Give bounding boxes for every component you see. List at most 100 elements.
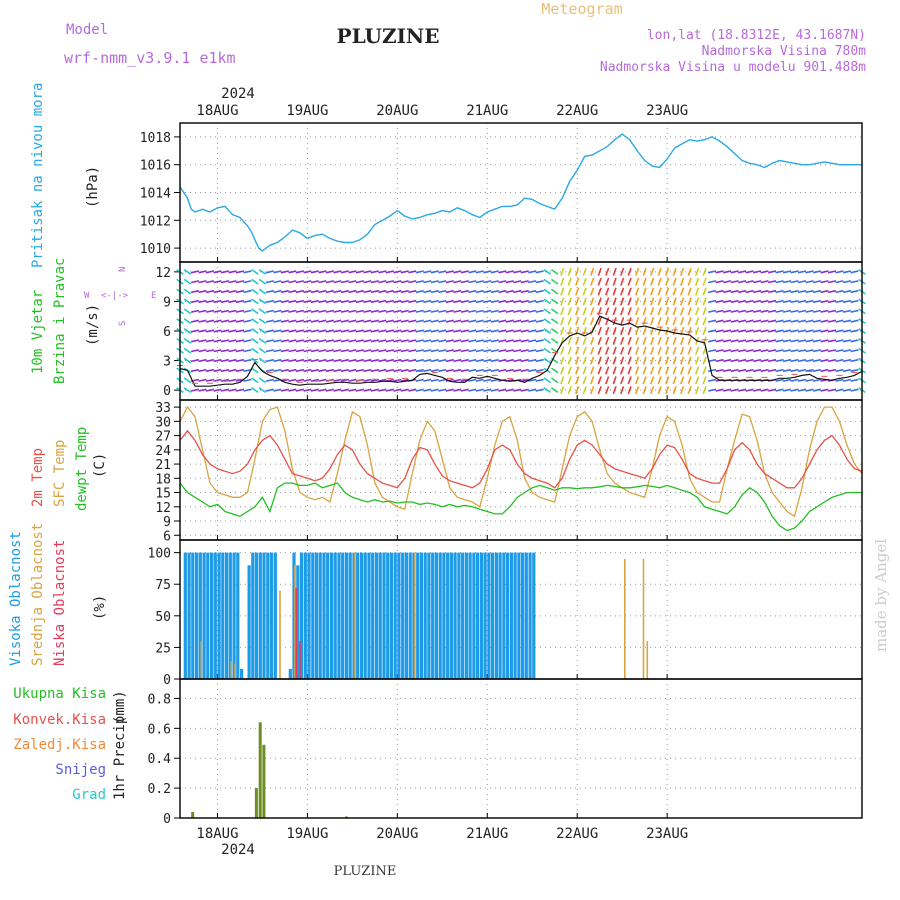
mid-cloud-bar xyxy=(646,641,649,679)
wind-arrow xyxy=(280,280,289,284)
wind-arrow xyxy=(483,309,492,313)
wind-arrow xyxy=(325,388,334,392)
wind-arrow xyxy=(400,368,409,373)
wind-arrow xyxy=(235,270,245,274)
wind-arrow xyxy=(385,349,394,353)
wind-arrow xyxy=(597,366,602,375)
wind-arrow xyxy=(650,317,655,326)
wind-arrow xyxy=(642,366,647,375)
wind-arrow xyxy=(393,319,402,323)
wind-arrow xyxy=(190,280,200,284)
wind-arrow xyxy=(723,319,732,323)
wind-arrow xyxy=(288,358,297,363)
wind-arrow xyxy=(745,289,754,294)
wind-arrow xyxy=(642,336,647,345)
wind-arrow xyxy=(415,319,424,323)
wind-arrow xyxy=(490,388,499,392)
wind-arrow xyxy=(805,349,814,353)
high-cloud-bar xyxy=(404,552,408,679)
wind-arrow xyxy=(198,388,207,392)
wind-arrow xyxy=(483,349,492,353)
wind-arrow xyxy=(460,270,469,274)
wind-arrow xyxy=(220,339,230,343)
wind-arrow xyxy=(790,329,799,333)
wind-arrow xyxy=(528,299,537,304)
wind-arrow xyxy=(445,329,454,333)
high-cloud-bar xyxy=(352,552,356,679)
wind-arrow xyxy=(498,368,507,373)
wind-arrow xyxy=(535,358,544,363)
wind-arrow xyxy=(205,289,215,294)
wind-arrow xyxy=(567,277,572,286)
wind-arrow xyxy=(438,329,447,333)
wind-arrow xyxy=(605,307,610,316)
wind-arrow xyxy=(333,388,342,392)
wind-arrow xyxy=(745,309,754,313)
wind-arrow xyxy=(183,318,192,325)
wind-arrow xyxy=(797,270,807,274)
bottom-year-label: 2024 xyxy=(221,842,255,858)
wind-arrow xyxy=(723,349,732,353)
wind-arrow xyxy=(468,299,477,304)
wind-arrow xyxy=(213,339,222,343)
wind-arrow xyxy=(528,378,537,382)
wind-arrow xyxy=(665,267,670,276)
wind-arrow xyxy=(708,270,717,274)
wind-arrow xyxy=(627,346,632,355)
wind-arrow xyxy=(597,376,602,385)
wind-arrow xyxy=(550,387,559,394)
wind-arrow xyxy=(453,319,462,323)
wind-arrow xyxy=(408,388,417,392)
wind-arrow xyxy=(842,339,852,343)
wind-arrow xyxy=(708,339,717,343)
high-cloud-bar xyxy=(487,552,491,679)
wind-arrow xyxy=(790,368,799,373)
low-cloud-bar xyxy=(295,588,297,679)
wind-arrow xyxy=(567,346,572,355)
wind-arrow xyxy=(393,349,402,353)
wind-arrow xyxy=(528,388,537,392)
high-cloud-bar xyxy=(318,552,322,679)
wind-arrow xyxy=(408,309,417,313)
wind-arrow xyxy=(430,289,439,294)
wind-arrow xyxy=(850,339,859,343)
wind-arrow xyxy=(543,308,551,315)
wind-arrow xyxy=(280,299,289,304)
wind-arrow xyxy=(430,299,439,304)
high-cloud-bar xyxy=(401,552,405,679)
high-cloud-bar xyxy=(187,552,191,679)
wind-arrow xyxy=(460,280,469,284)
wind-arrow xyxy=(265,349,274,353)
wind-arrow xyxy=(363,388,372,392)
high-cloud-bar xyxy=(326,552,330,679)
wind-arrow xyxy=(657,366,662,375)
wind-arrow xyxy=(475,270,484,274)
wind-arrow xyxy=(665,277,670,286)
mid-cloud-bar xyxy=(234,663,236,679)
wind-arrow xyxy=(385,280,394,284)
wind-arrow xyxy=(251,268,259,275)
wind-arrow xyxy=(567,326,572,336)
wind-arrow xyxy=(408,358,417,363)
wind-arrow xyxy=(251,298,259,305)
wind-arrow xyxy=(460,388,469,392)
wind-arrow xyxy=(370,358,379,363)
wind-arrow xyxy=(582,277,587,286)
wind-arrow xyxy=(295,378,304,382)
wind-arrow xyxy=(672,317,677,326)
wind-arrow xyxy=(723,329,732,333)
wind-arrow xyxy=(605,277,610,286)
wind-arrow xyxy=(355,329,364,333)
wind-arrow xyxy=(325,299,334,304)
high-cloud-bar xyxy=(296,565,300,679)
wind-arrow xyxy=(355,339,364,343)
wind-arrow xyxy=(490,309,499,313)
wind-arrow xyxy=(835,270,844,274)
wind-arrow xyxy=(730,388,739,392)
wind-arrow xyxy=(535,319,544,323)
wind-arrow xyxy=(370,349,379,353)
wind-arrow xyxy=(475,329,484,333)
wind-arrow xyxy=(775,289,784,294)
high-cloud-bar xyxy=(532,552,536,679)
wind-arrow xyxy=(612,366,617,375)
